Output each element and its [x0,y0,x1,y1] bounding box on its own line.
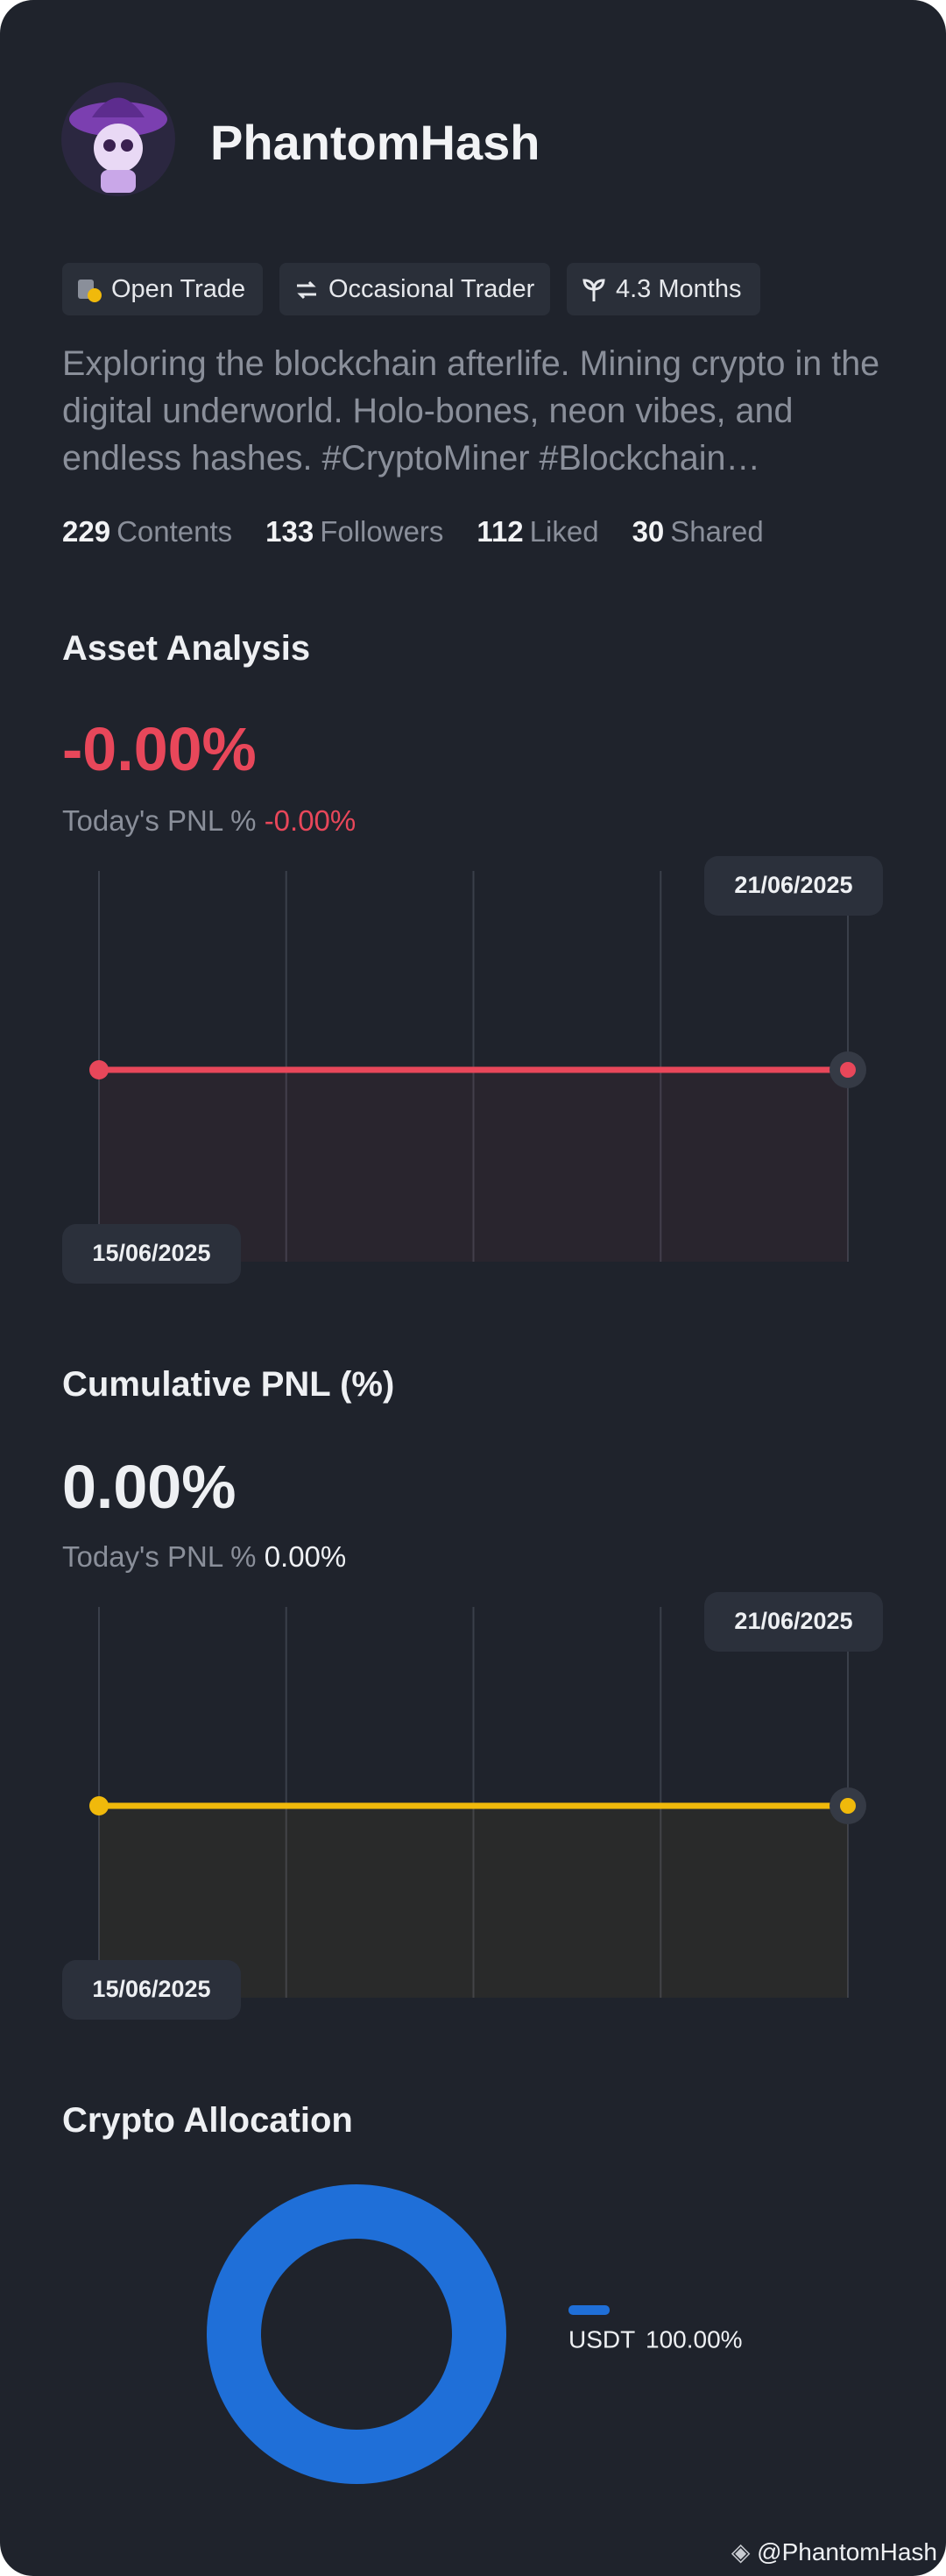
tag-text: Open Trade [111,275,246,303]
point-halo [830,1787,866,1824]
date-box [62,1224,241,1284]
stat-label: Liked [529,515,599,548]
pnl-label: Today's PNL % [62,1540,257,1573]
donut-segment [207,2184,506,2484]
stat: 229 Contents [62,515,232,548]
watermark: ◈ @PhantomHash [731,2538,937,2565]
stat-label: Followers [320,515,444,548]
area [99,1070,848,1262]
tag-text: Occasional Trader [328,275,535,303]
avatar [61,82,175,196]
legend-label: USDT [568,2325,635,2353]
point [840,1062,856,1078]
pnl-label: Today's PNL % [62,804,257,837]
stat-label: Shared [670,515,764,548]
tag: 4.3 Months [567,263,760,315]
section-title: Crypto Allocation [62,2101,353,2140]
point [840,1798,856,1814]
watermark-text: @PhantomHash [757,2538,937,2565]
headline-value: -0.00% [62,715,257,783]
tag: Open Trade [62,263,263,315]
pnl-value: -0.00% [264,804,357,837]
bio: Exploring the blockchain afterlife. Mini… [62,344,880,478]
date-label: 15/06/2025 [92,1976,210,2002]
stats: 229 Contents 133 Followers 112 Liked 30 Shared [62,515,764,548]
stat-value: 112 [477,515,524,548]
pnl-value: 0.00% [264,1540,347,1573]
date-label: 15/06/2025 [92,1240,210,1266]
stat-label: Contents [116,515,233,548]
stat: 112 Liked [477,515,598,548]
section-title: Cumulative PNL (%) [62,1365,395,1404]
tag-text: 4.3 Months [616,275,742,303]
pnl: Today's PNL % 0.00% [62,1540,346,1574]
username: PhantomHash [210,115,540,170]
section-title: Asset Analysis [62,629,311,668]
stat-value: 229 [62,515,111,548]
point [89,1060,109,1079]
date-box [704,1592,883,1652]
date-box [704,856,883,916]
date-box [62,1960,241,2020]
legend-swatch [568,2305,610,2315]
stat-value: 133 [265,515,314,548]
area [99,1806,848,1998]
date-label: 21/06/2025 [734,1608,852,1634]
stat: 30 Shared [632,515,764,548]
headline-value: 0.00% [62,1453,236,1521]
point [89,1796,109,1815]
pnl: Today's PNL % -0.00% [62,804,356,838]
tag: Occasional Trader [279,263,550,315]
stat-value: 30 [632,515,665,548]
legend-value: 100.00% [646,2325,743,2353]
point-halo [830,1051,866,1088]
date-label: 21/06/2025 [734,872,852,898]
stat: 133 Followers [265,515,443,548]
